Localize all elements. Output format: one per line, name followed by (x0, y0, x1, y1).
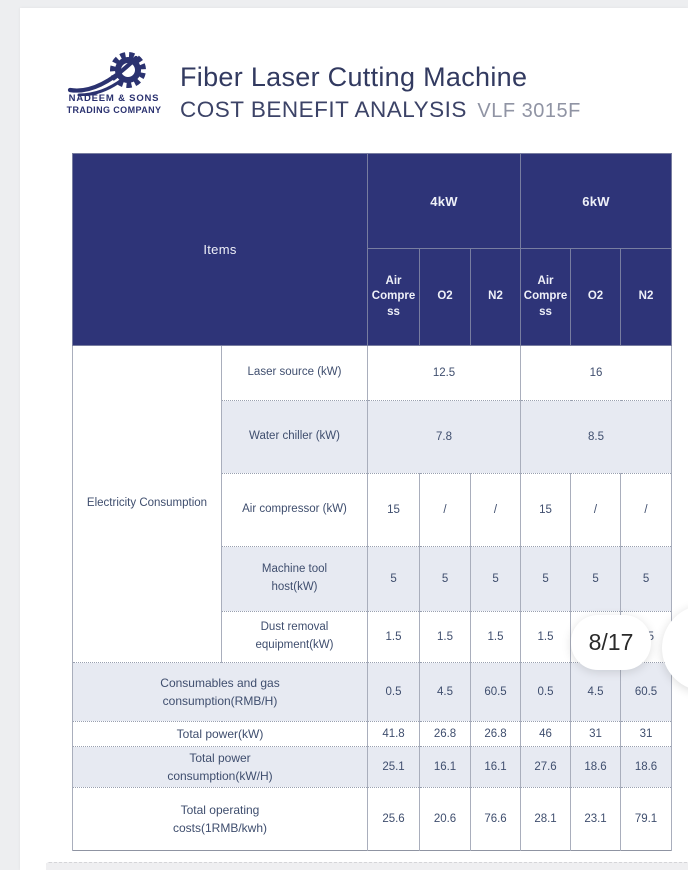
page-indicator-badge: 8/17 (571, 615, 651, 670)
cell-value: 5 (470, 546, 522, 612)
subcol-air-compress-6kw: Air Compress (520, 248, 572, 346)
section-electricity-consumption: Electricity Consumption (72, 345, 222, 663)
table-row-laser-source: Electricity Consumption Laser source (kW… (72, 345, 673, 663)
cell-value: 79.1 (620, 787, 673, 851)
cell-value: 16.1 (470, 746, 522, 788)
table-row-total-operating-costs: Total operating costs(1RMB/kwh) 25.6 20.… (71, 787, 673, 851)
group-header-4kw: 4kW (367, 153, 522, 249)
subcol-n2-6kw: N2 (620, 248, 673, 346)
cell-value: / (470, 473, 522, 547)
model-number-text: VLF 3015F (477, 100, 581, 122)
subcol-o2-6kw: O2 (570, 248, 622, 346)
cell-value: 60.5 (620, 662, 673, 722)
company-name: NADEEM & SONS TRADING COMPANY (58, 93, 170, 115)
row-label: Total power consumption(kW/H) (71, 746, 369, 788)
cell-value: 4.5 (419, 662, 472, 722)
cell-value: 25.1 (367, 746, 421, 788)
row-label: Total operating costs(1RMB/kwh) (71, 787, 369, 851)
cell-value: 8.5 (520, 400, 673, 474)
cell-value: 1.5 (367, 611, 421, 663)
cost-benefit-table: Items 4kW 6kW Air Compress O2 N2 Air Com… (71, 153, 673, 851)
row-label: Dust removal equipment(kW) (220, 611, 369, 663)
cell-value: 12.5 (367, 345, 522, 401)
cell-value: 15 (367, 473, 421, 547)
table-row-total-power: Total power(kW) 41.8 26.8 26.8 46 31 31 (71, 721, 673, 747)
row-label: Machine tool host(kW) (220, 546, 369, 612)
cell-value: 41.8 (367, 721, 421, 747)
row-label: Water chiller (kW) (220, 400, 369, 474)
cell-value: / (620, 473, 673, 547)
document-page: NADEEM & SONS TRADING COMPANY Fiber Lase… (20, 8, 688, 870)
cell-value: / (570, 473, 622, 547)
cell-value: 5 (419, 546, 472, 612)
cell-value: 60.5 (470, 662, 522, 722)
cell-value: 1.5 (470, 611, 522, 663)
table-row-total-power-consumption: Total power consumption(kW/H) 25.1 16.1 … (71, 746, 673, 788)
cell-value: 31 (620, 721, 673, 747)
company-name-line2: TRADING COMPANY (66, 104, 162, 115)
cell-value: 31 (570, 721, 622, 747)
cell-value: 5 (570, 546, 622, 612)
cell-value: / (419, 473, 472, 547)
row-label: Laser source (kW) (220, 345, 369, 401)
table-row-consumables: Consumables and gas consumption(RMB/H) 0… (71, 662, 673, 722)
cell-value: 16 (520, 345, 673, 401)
table-row-machine-tool-host: Machine tool host(kW) 5 5 5 5 5 5 (73, 546, 673, 612)
cell-value: 18.6 (620, 746, 673, 788)
cell-value: 27.6 (520, 746, 572, 788)
page-subtitle: COST BENEFIT ANALYSIS VLF 3015F (180, 97, 581, 123)
cell-value: 46 (520, 721, 572, 747)
cell-value: 1.5 (419, 611, 472, 663)
page-title: Fiber Laser Cutting Machine (180, 62, 528, 92)
items-header-cell: Items (71, 153, 369, 346)
cell-value: 16.1 (419, 746, 472, 788)
cell-value: 5 (620, 546, 673, 612)
table-row-dust-removal: Dust removal equipment(kW) 1.5 1.5 1.5 1… (73, 611, 673, 663)
company-name-line1: NADEEM & SONS (68, 93, 160, 104)
cell-value: 76.6 (470, 787, 522, 851)
cell-value: 28.1 (520, 787, 572, 851)
cell-value: 23.1 (570, 787, 622, 851)
cell-value: 26.8 (419, 721, 472, 747)
cell-value: 1.5 (520, 611, 572, 663)
group-header-6kw: 6kW (520, 153, 673, 249)
row-label: Total power(kW) (71, 721, 369, 747)
cell-value: 18.6 (570, 746, 622, 788)
cell-value: 25.6 (367, 787, 421, 851)
cell-value: 20.6 (419, 787, 472, 851)
cell-value: 5 (367, 546, 421, 612)
next-page-edge (46, 862, 688, 870)
cell-value: 0.5 (367, 662, 421, 722)
subcol-air-compress-4kw: Air Compress (367, 248, 421, 346)
subcol-n2-4kw: N2 (470, 248, 522, 346)
row-label: Air compressor (kW) (220, 473, 369, 547)
cell-value: 7.8 (367, 400, 522, 474)
cell-value: 0.5 (520, 662, 572, 722)
company-logo-gear-icon (67, 52, 146, 96)
cell-value: 15 (520, 473, 572, 547)
cell-value: 5 (520, 546, 572, 612)
cell-value: 4.5 (570, 662, 622, 722)
subcol-o2-4kw: O2 (419, 248, 472, 346)
cell-value: 26.8 (470, 721, 522, 747)
subtitle-text: COST BENEFIT ANALYSIS (180, 97, 467, 122)
row-label: Consumables and gas consumption(RMB/H) (71, 662, 369, 722)
